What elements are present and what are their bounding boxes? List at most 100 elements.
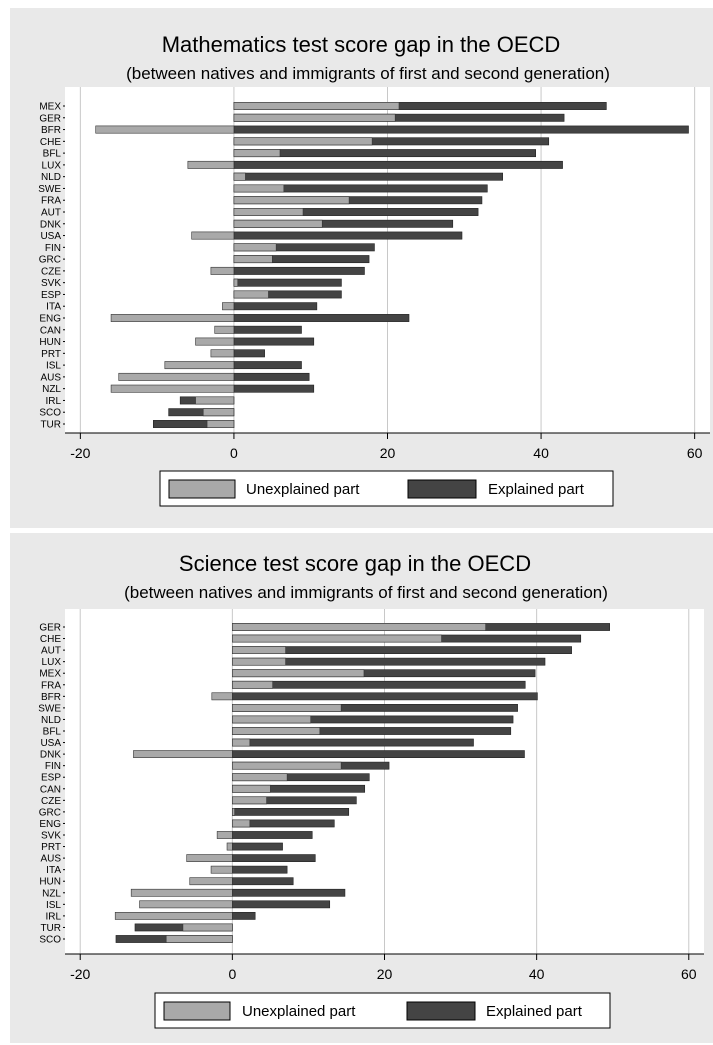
category-label: NZL <box>42 888 61 899</box>
category-label: MEX <box>39 669 61 680</box>
category-label: HUN <box>39 877 61 888</box>
math-chart-panel: Mathematics test score gap in the OECD (… <box>10 8 713 528</box>
bar-unexplained <box>232 715 312 724</box>
category-label: CHE <box>40 137 61 148</box>
bar-unexplained <box>216 831 233 839</box>
bar-explained <box>233 337 315 346</box>
bar-unexplained <box>191 231 235 240</box>
bar-unexplained <box>233 219 323 228</box>
bar-unexplained <box>233 196 350 205</box>
category-label: NZL <box>42 384 61 395</box>
category-label: DNK <box>40 219 61 230</box>
legend-swatch-explained <box>406 1001 476 1021</box>
bar-explained <box>233 125 689 134</box>
x-tick-label: 60 <box>681 966 697 982</box>
bar-unexplained <box>130 888 233 897</box>
bar-unexplained <box>233 278 239 287</box>
bar-unexplained <box>233 290 269 299</box>
legend-label-unexplained: Unexplained part <box>246 481 360 498</box>
category-label: FRA <box>41 196 61 207</box>
bar-explained <box>233 266 365 275</box>
category-label: BFR <box>41 125 61 136</box>
bars <box>95 102 689 428</box>
category-label: ISL <box>46 361 61 372</box>
category-label: BFL <box>43 149 62 160</box>
x-tick-label: -20 <box>70 445 90 461</box>
bar-explained <box>232 750 525 758</box>
category-label: SVK <box>41 278 61 289</box>
legend-label-explained: Explained part <box>488 481 585 498</box>
category-labels: GERCHEAUTLUXMEXFRABFRSWENLDBFLUSADNKFINE… <box>38 623 65 946</box>
bar-explained <box>233 361 302 370</box>
science-chart: Science test score gap in the OECD (betw… <box>38 551 704 1029</box>
x-axis: -20 0 20 40 60 <box>65 953 704 982</box>
bar-explained <box>233 349 265 358</box>
category-label: AUT <box>41 646 61 657</box>
category-label: TUR <box>40 420 61 431</box>
bar-unexplained <box>164 361 235 370</box>
category-label: ESP <box>41 290 61 301</box>
category-label: FIN <box>45 243 61 254</box>
category-label: USA <box>40 738 61 749</box>
bar-explained <box>232 912 256 920</box>
x-tick-label: 0 <box>228 966 236 982</box>
category-label: ISL <box>46 900 61 911</box>
bar-explained <box>232 877 294 886</box>
category-label: HUN <box>39 337 61 348</box>
category-label: SWE <box>38 184 61 195</box>
legend-label-explained: Explained part <box>486 1003 583 1020</box>
category-label: AUS <box>40 854 61 865</box>
x-tick-label: -20 <box>70 966 90 982</box>
bar-unexplained <box>182 923 233 932</box>
x-tick-label: 60 <box>687 445 703 461</box>
legend-box <box>154 992 611 1029</box>
category-label: GRC <box>39 807 61 818</box>
bar-unexplained <box>232 796 267 805</box>
bar-unexplained <box>233 208 304 216</box>
category-label: GER <box>39 113 61 124</box>
category-label: CAN <box>40 325 61 336</box>
bar-unexplained <box>232 680 273 689</box>
category-label: CHE <box>40 634 61 645</box>
bar-explained <box>233 384 315 393</box>
bar-explained <box>232 738 474 747</box>
bar-unexplained <box>232 657 286 666</box>
bar-unexplained <box>202 408 235 417</box>
chart-title: Mathematics test score gap in the OECD <box>162 32 561 57</box>
bar-unexplained <box>186 854 233 862</box>
category-label: ESP <box>41 773 61 784</box>
category-label: TUR <box>40 923 61 934</box>
bar-unexplained <box>114 912 233 920</box>
bar-explained <box>232 865 288 874</box>
category-label: SCO <box>39 935 61 946</box>
legend-label-unexplained: Unexplained part <box>242 1003 356 1020</box>
category-label: ITA <box>46 302 61 313</box>
category-label: USA <box>40 231 61 242</box>
bar-unexplained <box>232 808 235 816</box>
bar-explained <box>233 372 310 381</box>
bar-unexplained <box>95 125 235 134</box>
legend-swatch-unexplained <box>163 1001 231 1021</box>
bar-unexplained <box>189 877 233 886</box>
bar-unexplained <box>110 384 235 393</box>
bar-unexplained <box>139 900 233 909</box>
bar-unexplained <box>187 160 235 169</box>
category-label: NLD <box>41 715 61 726</box>
bar-unexplained <box>232 819 251 828</box>
category-label: MEX <box>39 102 61 113</box>
bar-explained <box>233 278 342 287</box>
bar-explained <box>232 680 526 689</box>
legend-swatch-unexplained <box>168 479 236 499</box>
bar-unexplained <box>232 669 365 678</box>
bar-unexplained <box>232 623 486 631</box>
bar-unexplained <box>233 172 246 181</box>
bar-unexplained <box>232 704 342 712</box>
bar-unexplained <box>118 372 235 381</box>
bar-explained <box>233 314 410 322</box>
legend-box <box>159 470 614 507</box>
category-label: LUX <box>42 160 62 171</box>
category-label: ITA <box>46 865 61 876</box>
category-label: CZE <box>41 266 61 277</box>
bars <box>114 623 610 943</box>
category-label: FIN <box>45 761 61 772</box>
